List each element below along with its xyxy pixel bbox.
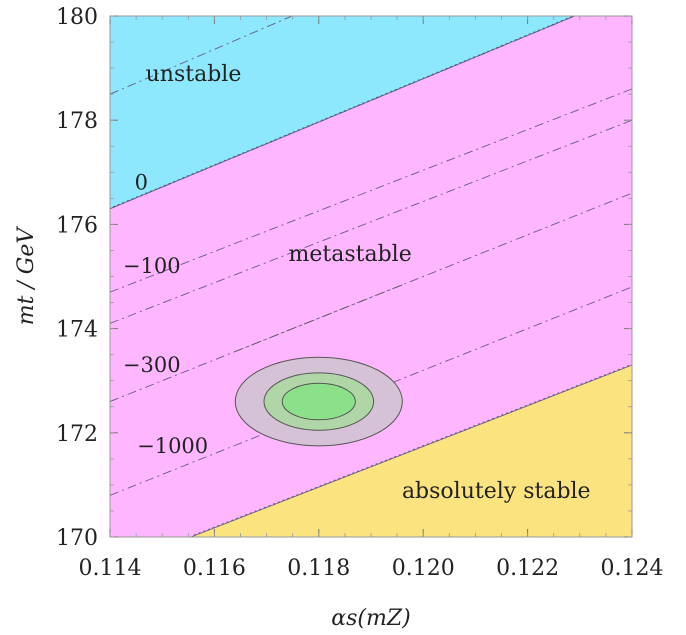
contour-label: −100: [123, 254, 181, 278]
boundary-line-0: [110, 16, 575, 210]
contour-line-3: [110, 119, 632, 324]
contour-line-2: [110, 88, 632, 293]
y-tick-label: 174: [56, 318, 98, 343]
x-tick-label: 0.114: [79, 556, 142, 581]
plot-frame: 0.114 0.116 0.118 0.120 0.122 0.124 170 172 174 1…: [56, 5, 663, 581]
labels-layer: unstable metastable absolutely stable 0 −100…: [123, 62, 591, 504]
region-label-metastable: metastable: [289, 242, 412, 267]
y-axis-label: mt / GeV: [14, 226, 39, 326]
x-axis-label: αs(mZ): [331, 606, 410, 631]
contours-layer: [110, 16, 632, 537]
contour-label: −300: [123, 353, 181, 377]
ellipse-inner: [281, 382, 356, 421]
x-tick-label: 0.122: [496, 556, 559, 581]
boundary-line-1: [190, 364, 632, 537]
x-tick-label: 0.116: [183, 556, 246, 581]
ellipses-layer: [234, 284, 403, 447]
y-tick-label: 176: [56, 213, 98, 238]
y-tick-label: 178: [56, 109, 98, 134]
x-tick-label: 0.120: [392, 556, 455, 581]
y-tick-label: 180: [56, 5, 98, 30]
x-tick-label: 0.118: [287, 556, 350, 581]
boundary-dotted-0: [112, 16, 574, 208]
y-tick-label: 170: [56, 526, 98, 551]
ellipse-contour-overlay: [235, 284, 403, 352]
region-label-absolutely-stable: absolutely stable: [402, 479, 591, 504]
boundary-dotted-1: [193, 363, 632, 536]
x-tick-label: 0.124: [601, 556, 664, 581]
regions-layer: [110, 16, 632, 537]
contour-label: −1000: [137, 434, 208, 458]
y-tick-label: 172: [56, 422, 98, 447]
region-label-unstable: unstable: [146, 62, 242, 87]
contour-label: 0: [135, 171, 148, 195]
